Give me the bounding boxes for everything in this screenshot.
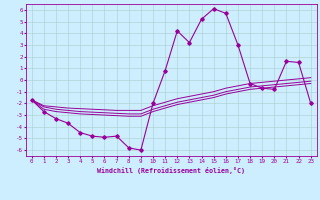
X-axis label: Windchill (Refroidissement éolien,°C): Windchill (Refroidissement éolien,°C): [97, 167, 245, 174]
